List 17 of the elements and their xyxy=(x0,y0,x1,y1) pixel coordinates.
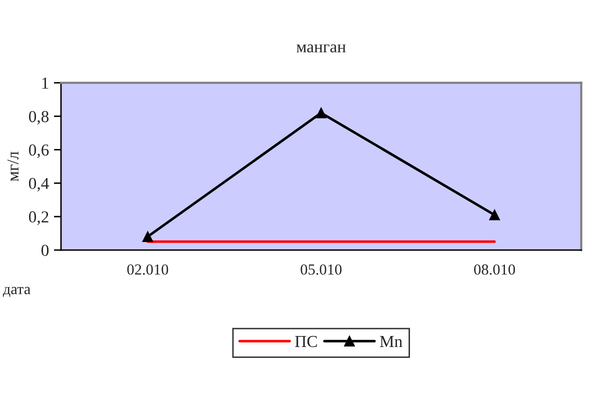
x-tick-label: 08.010 xyxy=(474,264,515,275)
legend-label: ПС xyxy=(295,336,317,348)
x-tick-label: 02.010 xyxy=(127,264,168,275)
legend-label: Mn xyxy=(380,336,402,347)
y-axis-title: мг/л xyxy=(7,152,19,182)
y-tick-label: 0,8 xyxy=(28,110,49,125)
y-tick-label: 1 xyxy=(42,78,48,89)
y-tick-label: 0 xyxy=(41,244,49,256)
x-tick-label: 05.010 xyxy=(300,264,342,275)
point xyxy=(489,210,500,220)
point xyxy=(316,108,327,118)
point xyxy=(142,231,154,242)
chart-title: манган xyxy=(296,44,346,52)
y-tick-label: 0,6 xyxy=(28,144,49,158)
y-tick-label: 0,2 xyxy=(28,211,48,225)
x-axis-title: дата xyxy=(2,286,30,298)
y-tick-label: 0,4 xyxy=(28,178,49,192)
